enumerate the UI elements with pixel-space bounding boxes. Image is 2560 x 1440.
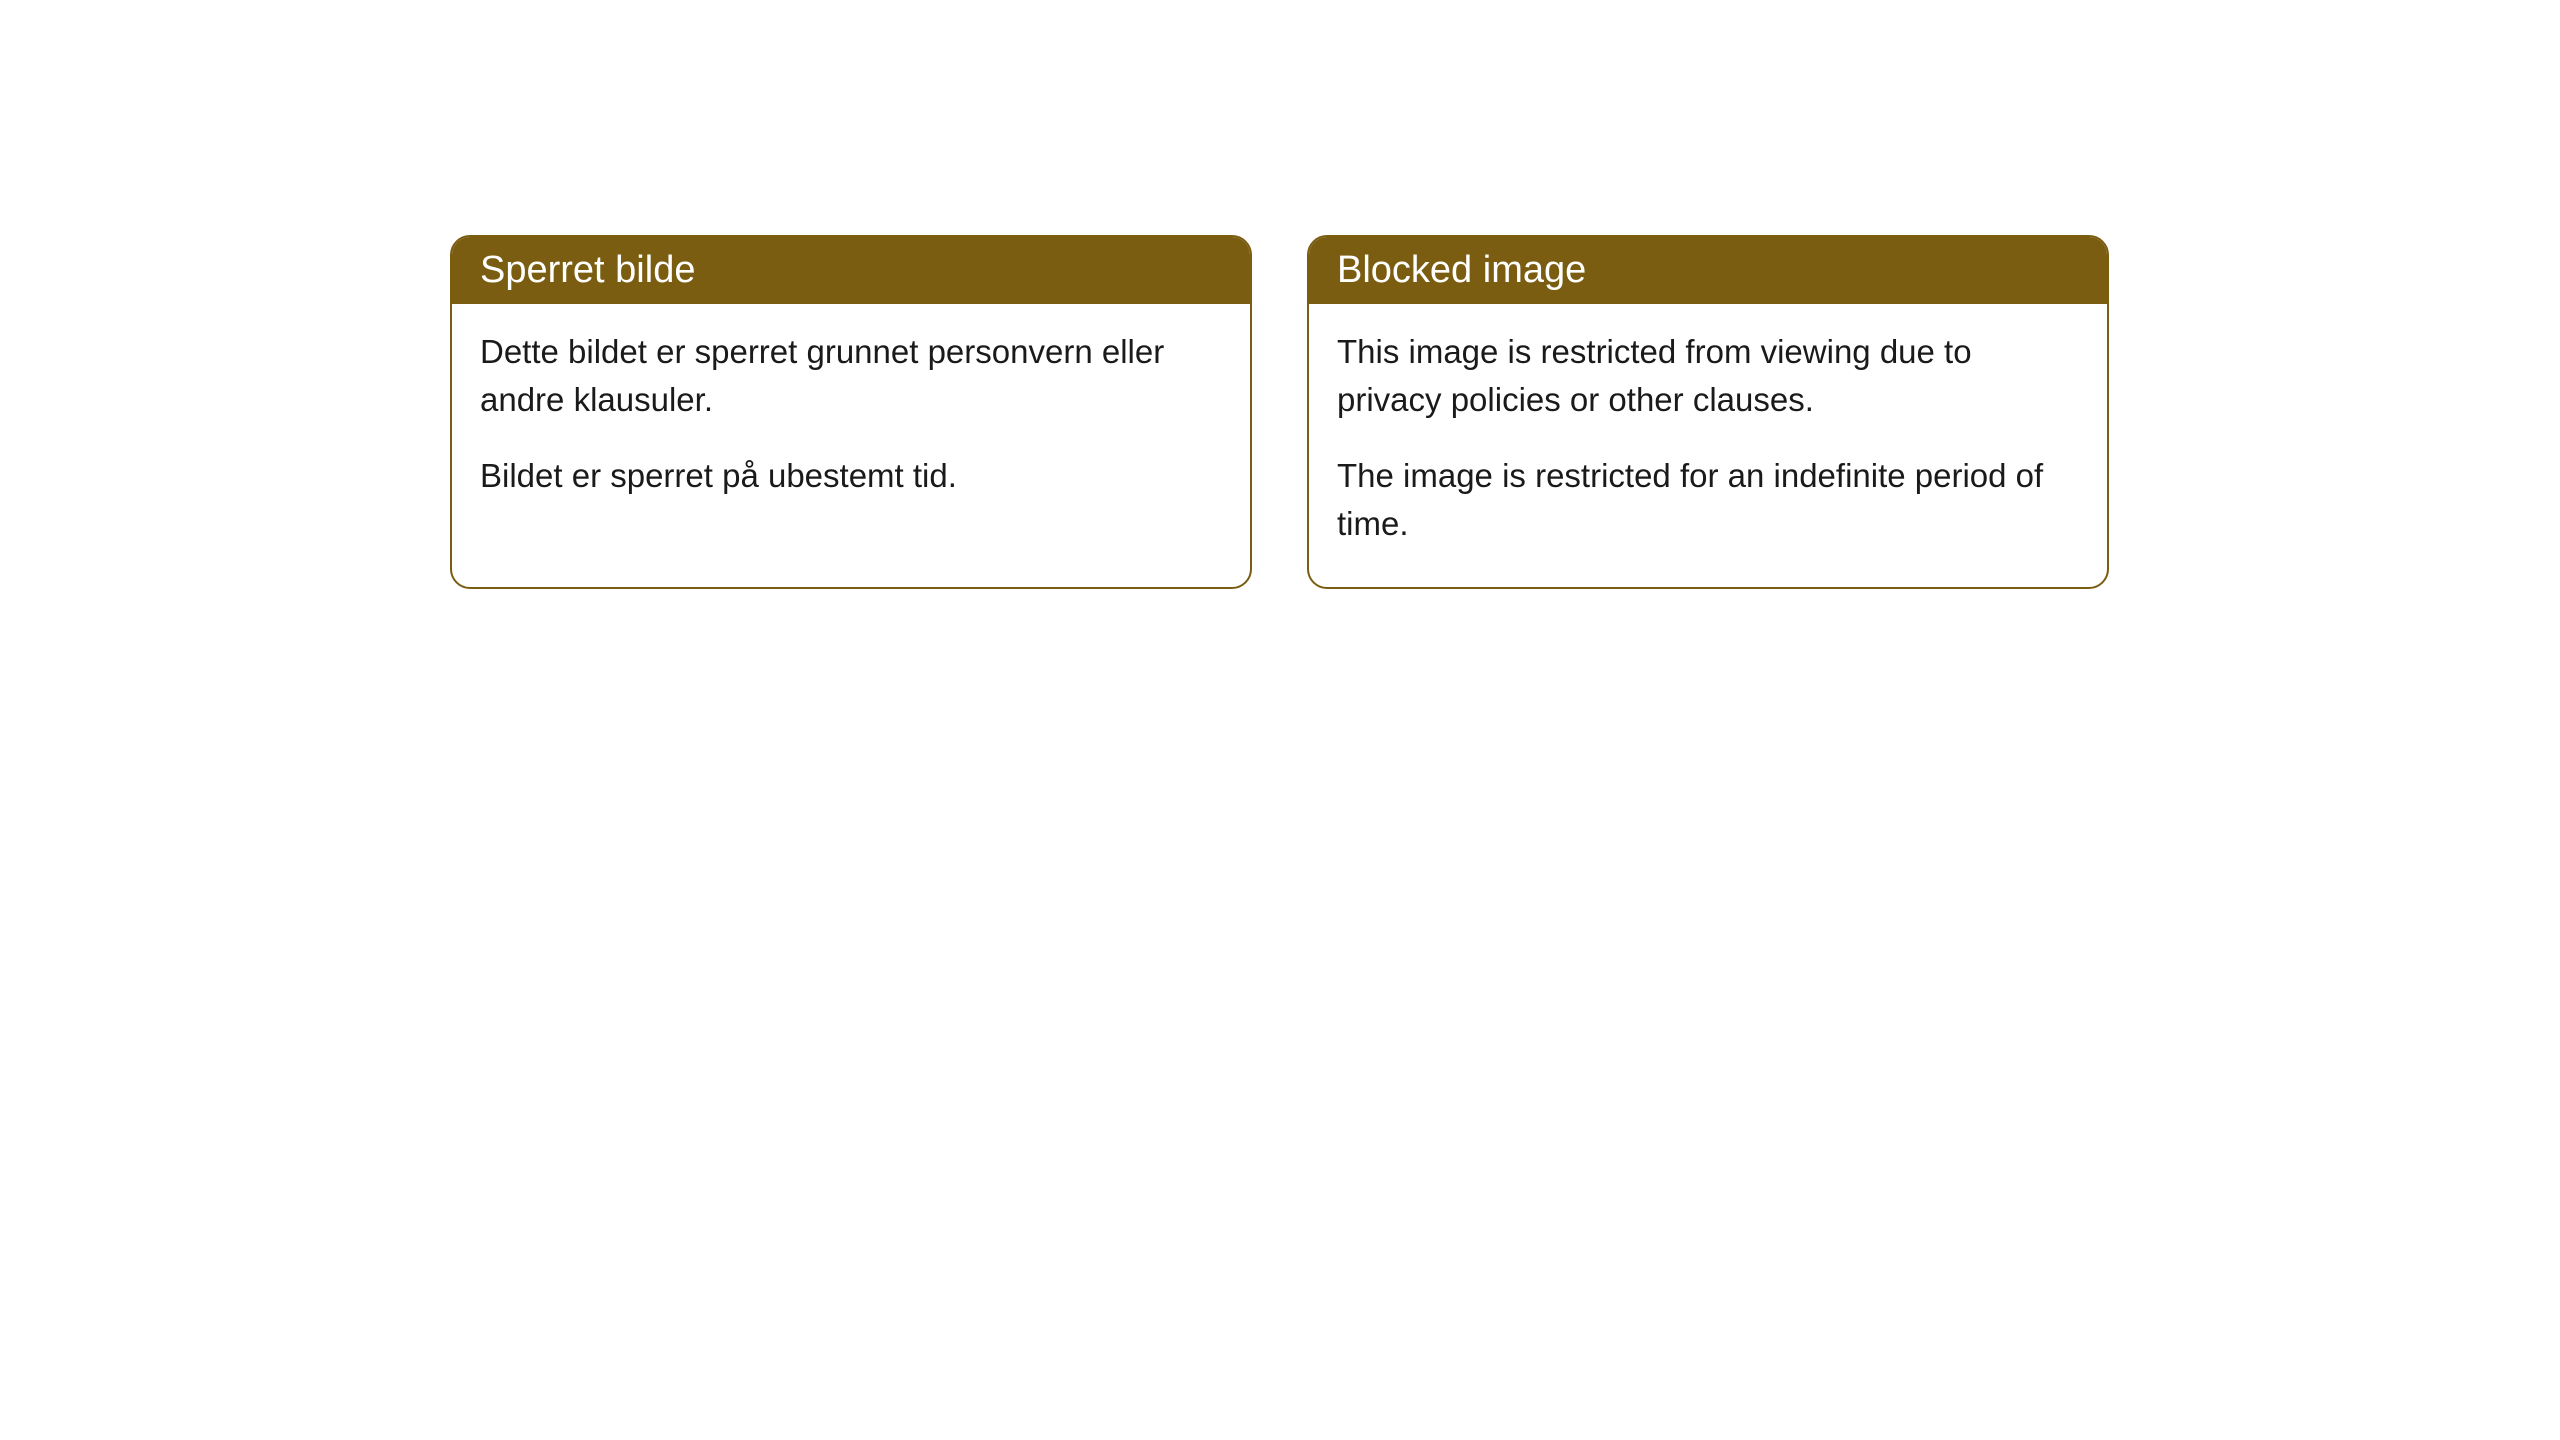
card-text-en-1: This image is restricted from viewing du… [1337, 328, 2079, 424]
blocked-image-card-no: Sperret bilde Dette bildet er sperret gr… [450, 235, 1252, 589]
card-header-no: Sperret bilde [452, 237, 1250, 304]
notice-cards-container: Sperret bilde Dette bildet er sperret gr… [450, 235, 2109, 589]
card-text-no-1: Dette bildet er sperret grunnet personve… [480, 328, 1222, 424]
card-header-en: Blocked image [1309, 237, 2107, 304]
card-text-en-2: The image is restricted for an indefinit… [1337, 452, 2079, 548]
card-text-no-2: Bildet er sperret på ubestemt tid. [480, 452, 1222, 500]
card-body-no: Dette bildet er sperret grunnet personve… [452, 304, 1250, 540]
blocked-image-card-en: Blocked image This image is restricted f… [1307, 235, 2109, 589]
card-body-en: This image is restricted from viewing du… [1309, 304, 2107, 587]
